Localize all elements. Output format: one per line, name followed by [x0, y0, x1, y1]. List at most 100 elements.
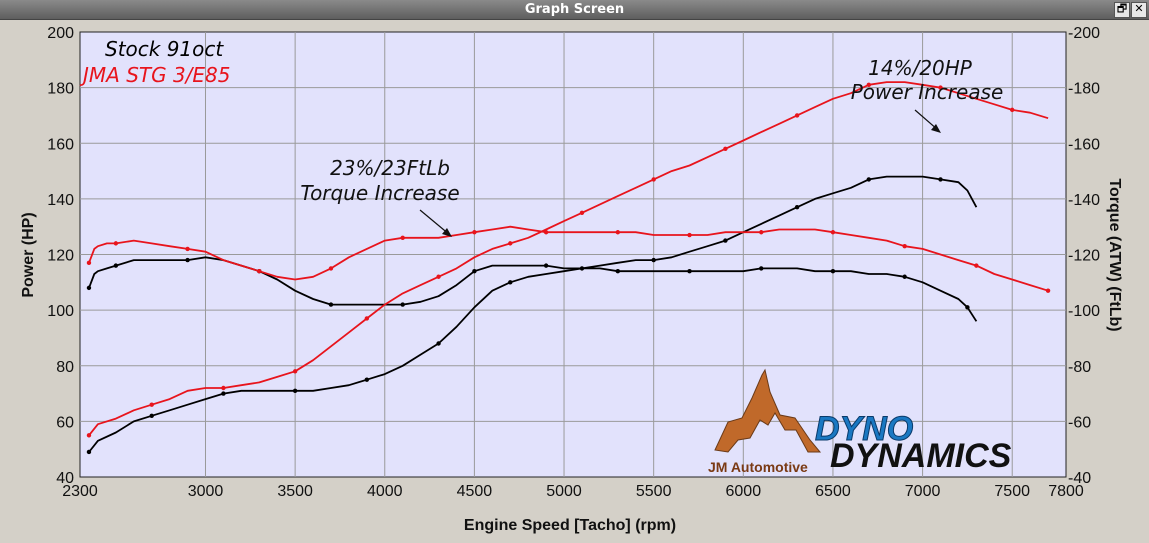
y-tick-label-left: 140 — [47, 192, 74, 209]
x-axis-label: Engine Speed [Tacho] (rpm) — [464, 517, 676, 534]
x-tick-label: 5000 — [546, 483, 582, 500]
tuned-power-point — [651, 177, 656, 182]
jm-logo-text: JM Automotive — [708, 459, 808, 475]
stock-torque-point — [113, 263, 119, 268]
x-tick-label: 7500 — [994, 483, 1030, 500]
y-axis-label-left: Power (HP) — [20, 212, 37, 297]
tuned-power-point — [149, 402, 154, 407]
dyno-chart: 2300 3000 3500 4000 4500 5000 5500 6000 6500 7000… — [20, 25, 1123, 534]
tuned-power-point — [292, 369, 298, 374]
legend-stock: Stock 91oct — [105, 37, 224, 61]
y-tick-label-left: 40 — [56, 470, 74, 487]
tuned-power-point — [1010, 107, 1015, 113]
grid-lines — [80, 32, 1066, 477]
y-tick-label-right: -200 — [1068, 25, 1100, 42]
stock-power-point — [938, 177, 943, 182]
tuned-power-point — [221, 385, 226, 391]
torque-annotation-arrowhead — [442, 228, 452, 237]
y-tick-label-right: -160 — [1068, 136, 1100, 153]
restore-icon[interactable]: 🗗 — [1114, 2, 1130, 18]
tuned-power-point — [938, 85, 943, 90]
stock-torque-point — [830, 268, 836, 274]
y-tick-label-left: 180 — [47, 81, 74, 98]
y-tick-label-right: -180 — [1068, 81, 1100, 98]
tuned-torque-point — [543, 230, 549, 235]
tuned-power-point — [866, 82, 871, 88]
tuned-torque-point — [759, 230, 764, 235]
tuned-power-point — [794, 113, 800, 118]
tuned-torque-point — [615, 230, 621, 235]
legend-tuned: JMA STG 3/E85 — [79, 63, 231, 87]
y-tick-label-right: -80 — [1068, 359, 1091, 376]
tuned-torque-point — [472, 230, 477, 235]
dyno-dynamics-logo: DYNO DYNAMICS — [815, 410, 1012, 476]
tuned-torque-point — [185, 246, 190, 252]
tuned-torque-point — [400, 235, 405, 241]
tuned-power-point — [86, 433, 92, 438]
tuned-power-point — [579, 210, 585, 215]
tuned-torque-point — [257, 268, 262, 274]
stock-power-point — [508, 280, 513, 285]
stock-power-point — [794, 205, 800, 210]
stock-torque-point — [965, 305, 970, 310]
tuned-torque-point — [328, 266, 334, 271]
x-tick-label: 7800 — [1048, 483, 1084, 500]
x-tick-label: 4500 — [457, 483, 493, 500]
title-bar: Graph Screen 🗗 ✕ — [0, 0, 1149, 20]
x-tick-label: 3500 — [277, 483, 313, 500]
y-tick-label-left: 120 — [47, 248, 74, 265]
dyno-logo-text: DYNO — [815, 410, 913, 448]
stock-torque-point — [328, 302, 334, 307]
stock-power-point — [149, 413, 154, 419]
window-title: Graph Screen — [524, 2, 625, 17]
x-tick-label: 2300 — [62, 483, 98, 500]
stock-power-point — [723, 238, 728, 243]
y-tick-label-right: -100 — [1068, 303, 1100, 320]
stock-torque-line — [88, 256, 978, 322]
tuned-power-point — [723, 146, 728, 152]
stock-torque-point — [400, 302, 405, 307]
x-tick-label: 4000 — [367, 483, 403, 500]
jm-logo-mark — [714, 368, 822, 453]
jm-automotive-logo: JM Automotive — [708, 368, 822, 475]
torque-annotation-line2: Torque Increase — [300, 181, 459, 205]
tuned-torque-point — [1045, 288, 1051, 293]
x-tick-label: 6500 — [815, 483, 851, 500]
stock-torque-point — [615, 268, 621, 274]
y-tick-label-right: -120 — [1068, 248, 1100, 265]
tuned-torque-point — [113, 241, 119, 246]
stock-power-point — [364, 377, 370, 382]
tuned-power-point — [436, 274, 441, 279]
y-tick-label-right: -60 — [1068, 414, 1091, 431]
x-axis-ticks: 2300 3000 3500 4000 4500 5000 5500 6000 6500 7000… — [62, 483, 1084, 500]
x-tick-label: 6000 — [726, 483, 762, 500]
stock-power-point — [866, 177, 871, 182]
x-tick-label: 5500 — [636, 483, 672, 500]
y-tick-label-left: 80 — [56, 359, 74, 376]
tuned-torque-point — [830, 230, 836, 235]
tuned-power-point — [508, 241, 513, 246]
power-annotation-arrowhead — [931, 124, 941, 133]
tuned-power-point — [364, 316, 370, 321]
stock-torque-point — [86, 285, 92, 291]
close-icon[interactable]: ✕ — [1131, 2, 1147, 18]
stock-torque-point — [902, 274, 907, 279]
y-tick-label-left: 60 — [56, 414, 74, 431]
tuned-torque-point — [687, 232, 692, 238]
series-group — [86, 81, 1051, 455]
stock-power-point — [221, 391, 226, 396]
power-annotation-line2: Power Increase — [851, 80, 1004, 104]
x-tick-label: 7000 — [905, 483, 941, 500]
y-tick-label-right: -140 — [1068, 192, 1100, 209]
x-tick-label: 3000 — [188, 483, 224, 500]
stock-power-point — [86, 449, 92, 455]
power-annotation-line1: 14%/20HP — [868, 56, 973, 80]
y-tick-label-left: 160 — [47, 136, 74, 153]
stock-power-point — [292, 388, 298, 393]
dynamics-logo-text: DYNAMICS — [830, 437, 1012, 475]
torque-annotation-line1: 23%/23FtLb — [330, 156, 450, 180]
stock-power-point — [651, 257, 656, 263]
y-tick-label-left: 200 — [47, 25, 74, 42]
tuned-torque-point — [974, 263, 979, 268]
